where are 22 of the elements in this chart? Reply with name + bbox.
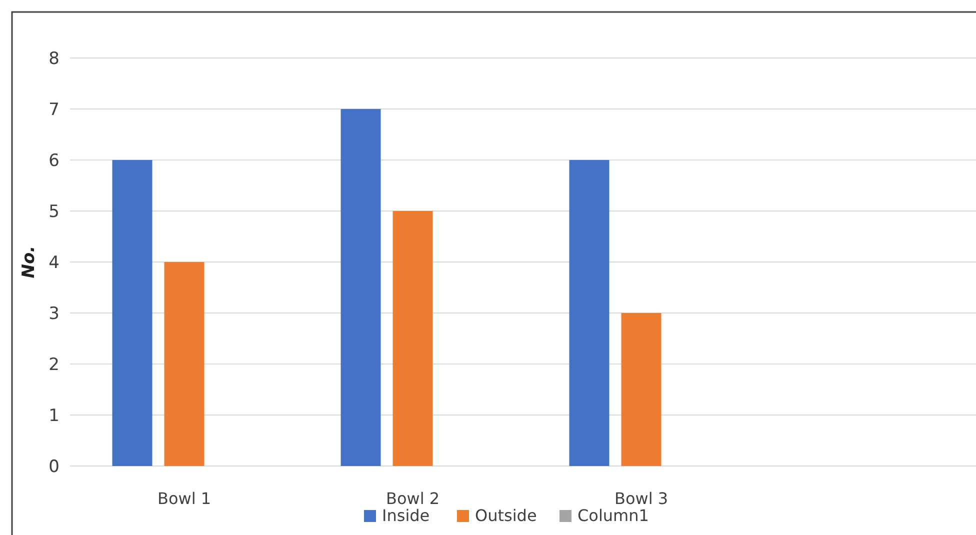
y-tick-label: 4 [48,252,60,273]
y-tick-label: 5 [48,202,60,222]
y-tick-label: 1 [48,406,60,426]
y-tick-label: 7 [48,100,60,120]
bar [392,211,433,466]
x-tick-label: Bowl 2 [386,489,440,508]
legend-label: Column1 [578,506,649,525]
y-tick-label: 0 [48,456,60,477]
y-axis-title: No. [19,246,39,278]
y-tick-label: 8 [48,48,60,69]
y-tick-label: 3 [48,304,60,324]
bar [569,160,610,466]
x-tick-label: Bowl 3 [614,489,668,508]
x-tick-label: Bowl 1 [157,489,212,508]
legend-label: Outside [475,506,537,525]
bar [340,109,381,466]
y-tick-label: 6 [48,150,60,171]
bar [164,262,204,466]
bar [621,313,662,466]
bar [112,160,152,466]
legend-label: Inside [382,506,430,525]
y-tick-label: 2 [48,354,60,375]
